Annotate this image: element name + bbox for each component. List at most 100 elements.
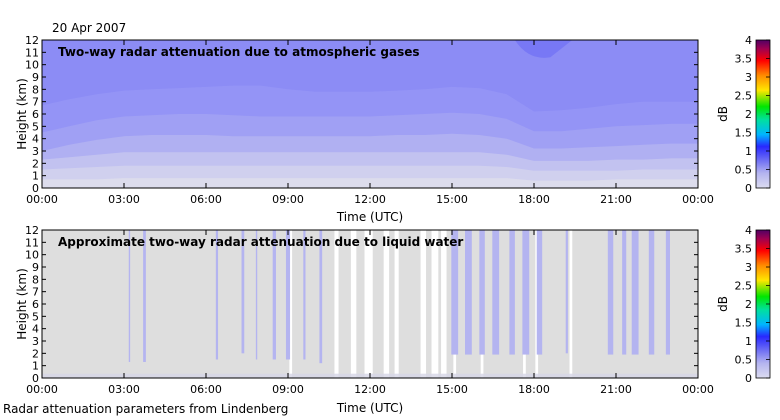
liquid-no-data-gap [394, 230, 399, 378]
gas-colorbar-tick-label: 0 [745, 182, 752, 195]
liquid-y-tick-label: 5 [32, 310, 39, 323]
liquid-y-tick-label: 9 [32, 261, 39, 274]
gas-y-tick-label: 0 [32, 182, 39, 195]
gas-y-tick-label: 3 [32, 145, 39, 158]
liquid-x-tick-label: 06:00 [190, 383, 222, 396]
liquid-y-tick-label: 10 [25, 249, 39, 262]
liquid-x-tick-label: 00:00 [682, 383, 714, 396]
liquid-attenuation-streak [241, 230, 245, 354]
liquid-no-data-gap [364, 230, 373, 378]
gas-x-tick-label: 00:00 [26, 193, 58, 206]
gas-colorbar-tick-label: 1 [745, 145, 752, 158]
liquid-attenuation-streak [215, 230, 219, 360]
liquid-attenuation-streaks [42, 230, 698, 378]
liquid-attenuation-streak [479, 230, 485, 355]
liquid-y-tick-label: 1 [32, 360, 39, 373]
gas-x-tick-label: 21:00 [600, 193, 632, 206]
liquid-x-tick-label: 12:00 [354, 383, 386, 396]
liquid-attenuation-streak [451, 230, 459, 355]
gas-y-tick-label: 8 [32, 83, 39, 96]
gas-colorbar-tick-label: 2.5 [735, 90, 753, 103]
liquid-attenuation-streak [622, 230, 627, 355]
gas-y-tick-label: 10 [25, 59, 39, 72]
liquid-no-data-gap [350, 230, 357, 378]
liquid-y-tick-label: 4 [32, 323, 39, 336]
gas-y-tick-label: 1 [32, 170, 39, 183]
liquid-x-tick-label: 03:00 [108, 383, 140, 396]
liquid-attenuation-streak [607, 230, 614, 355]
gas-x-tick-label: 12:00 [354, 193, 386, 206]
liquid-y-tick-label: 7 [32, 286, 39, 299]
gas-y-tick-label: 12 [25, 34, 39, 47]
liquid-attenuation-streak [522, 230, 530, 355]
gas-y-tick-label: 4 [32, 133, 39, 146]
liquid-y-tick-label: 6 [32, 298, 39, 311]
gas-x-tick-label: 18:00 [518, 193, 550, 206]
liquid-colorbar-tick-label: 1.5 [735, 317, 753, 330]
liquid-attenuation-streak [631, 230, 639, 355]
liquid-attenuation-streak [272, 230, 276, 360]
gas-colorbar-tick-label: 3.5 [735, 53, 753, 66]
gas-y-tick-label: 5 [32, 120, 39, 133]
liquid-no-data-gap [569, 230, 573, 378]
gas-x-tick-label: 09:00 [272, 193, 304, 206]
liquid-x-tick-label: 21:00 [600, 383, 632, 396]
liquid-no-data-gap [535, 230, 539, 378]
liquid-colorbar-tick-label: 0 [745, 372, 752, 385]
liquid-colorbar-tick-label: 4 [745, 224, 752, 237]
liquid-colorbar-tick-label: 2.5 [735, 280, 753, 293]
gas-colorbar-tick-label: 3 [745, 71, 752, 84]
liquid-no-data-gap [431, 230, 439, 378]
gas-x-axis: 00:00 03:00 06:00 09:00 12:00 15:00 18:00 21:00… [26, 40, 714, 206]
liquid-attenuation-streak [143, 230, 146, 362]
gas-panel-title: Two-way radar attenuation due to atmosph… [58, 45, 420, 59]
liquid-y-tick-label: 8 [32, 273, 39, 286]
liquid-y-tick-label: 3 [32, 335, 39, 348]
liquid-x-axis: 00:00 03:00 06:00 09:00 12:00 15:00 18:00 21:00… [26, 230, 714, 396]
liquid-x-axis-label: Time (UTC) [336, 401, 403, 415]
gas-y-tick-label: 6 [32, 108, 39, 121]
liquid-attenuation-streak [492, 230, 500, 355]
gas-colorbar-tick-label: 1.5 [735, 127, 753, 140]
liquid-attenuation-streak [319, 230, 323, 364]
gas-colorbar: 0 0.5 1 1.5 2 2.5 3 3.5 4 dB [716, 34, 771, 195]
gas-y-tick-label: 7 [32, 96, 39, 109]
liquid-y-tick-label: 12 [25, 224, 39, 237]
liquid-colorbar-tick-label: 0.5 [735, 354, 753, 367]
gas-x-axis-label: Time (UTC) [336, 210, 403, 224]
liquid-no-data-gap [383, 230, 390, 378]
liquid-attenuation-streak [665, 230, 670, 355]
source-note: Radar attenuation parameters from Linden… [3, 402, 288, 416]
liquid-attenuation-streak [303, 230, 306, 360]
liquid-attenuation-streak [536, 230, 543, 355]
gas-y-tick-label: 2 [32, 157, 39, 170]
gas-colorbar-tick-label: 0.5 [735, 164, 753, 177]
gas-contour-bands [42, 40, 698, 188]
gas-colorbar-tick-label: 4 [745, 34, 752, 47]
gas-colorbar-tick-label: 2 [745, 108, 752, 121]
liquid-attenuation-streak [255, 230, 258, 360]
liquid-x-tick-label: 00:00 [26, 383, 58, 396]
liquid-y-tick-label: 11 [25, 236, 39, 249]
liquid-no-data-gap [289, 230, 293, 378]
liquid-x-tick-label: 15:00 [436, 383, 468, 396]
liquid-attenuation-streak [509, 230, 515, 355]
liquid-no-data-gap [420, 230, 427, 378]
liquid-colorbar-ticks: 0 0.5 1 1.5 2 2.5 3 3.5 4 [735, 224, 770, 385]
gas-colorbar-ticks: 0 0.5 1 1.5 2 2.5 3 3.5 4 [735, 34, 770, 195]
gas-y-tick-label: 9 [32, 71, 39, 84]
liquid-y-tick-label: 2 [32, 347, 39, 360]
liquid-panel-title: Approximate two-way radar attenuation du… [58, 235, 463, 249]
gas-y-axis-label: Height (km) [15, 78, 29, 149]
gas-y-tick-label: 11 [25, 46, 39, 59]
date-label: 20 Apr 2007 [52, 21, 126, 35]
liquid-colorbar: 0 0.5 1 1.5 2 2.5 3 3.5 4 dB [716, 224, 771, 385]
gas-x-tick-label: 15:00 [436, 193, 468, 206]
gas-x-tick-label: 03:00 [108, 193, 140, 206]
liquid-colorbar-tick-label: 1 [745, 335, 752, 348]
